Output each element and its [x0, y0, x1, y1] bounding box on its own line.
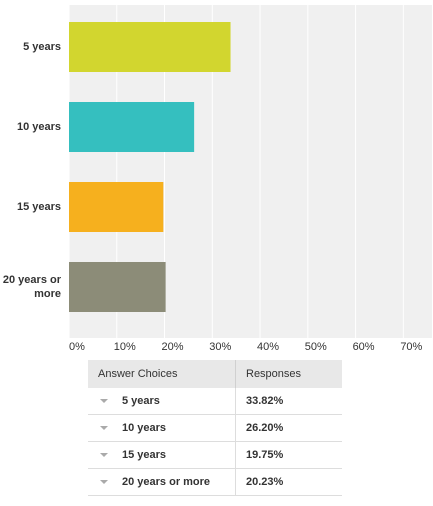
response-value: 19.75% [235, 441, 342, 469]
table-cell: 5 years [88, 388, 236, 415]
response-value: 20.23% [235, 468, 342, 496]
expand-arrow [100, 453, 108, 458]
answer-choice: 5 years [122, 395, 160, 407]
x-tick-label: 10% [114, 341, 136, 353]
expand-arrow [100, 480, 108, 485]
response-value: 26.20% [235, 414, 342, 442]
x-tick-label: 70% [400, 341, 422, 353]
x-tick-label: 30% [209, 341, 231, 353]
expand-arrow [100, 399, 108, 404]
bar [69, 102, 195, 152]
x-tick-label: 60% [353, 341, 375, 353]
bar [69, 22, 231, 72]
x-tick-label: 20% [162, 341, 184, 353]
table-row: 20 years or more 20.23% [88, 468, 342, 496]
answer-choice: 20 years or more [122, 476, 211, 488]
y-tick-label: 5 years [23, 41, 61, 53]
table-row: 5 years 33.82% [88, 388, 342, 415]
y-tick-label: 15 years [16, 201, 61, 213]
x-tick-label: 50% [305, 341, 327, 353]
bar [69, 262, 166, 312]
y-tick-label: 10 years [16, 121, 61, 133]
x-tick-label: 40% [257, 341, 279, 353]
table-header: Responses [235, 360, 342, 388]
response-table: Answer Choices Responses 5 years 33.82% 10… [88, 360, 342, 496]
bar [69, 182, 164, 232]
table-cell: 15 years [88, 441, 236, 469]
table-cell: 20 years or more [88, 468, 236, 496]
chart: 0% 10% 20% 30% 40% 50% 60% 70% [68, 5, 432, 353]
answer-choice: 15 years [122, 449, 167, 461]
table-header: Answer Choices [88, 360, 236, 388]
response-value: 33.82% [235, 388, 342, 415]
expand-arrow [100, 426, 108, 431]
table-cell: 10 years [88, 414, 236, 442]
table-row: 15 years 19.75% [88, 441, 342, 469]
y-tick-label: 20 years or more [2, 274, 61, 300]
x-tick-label: 0% [69, 341, 85, 353]
answer-choice: 10 years [122, 422, 167, 434]
table-row: 10 years 26.20% [88, 414, 342, 442]
